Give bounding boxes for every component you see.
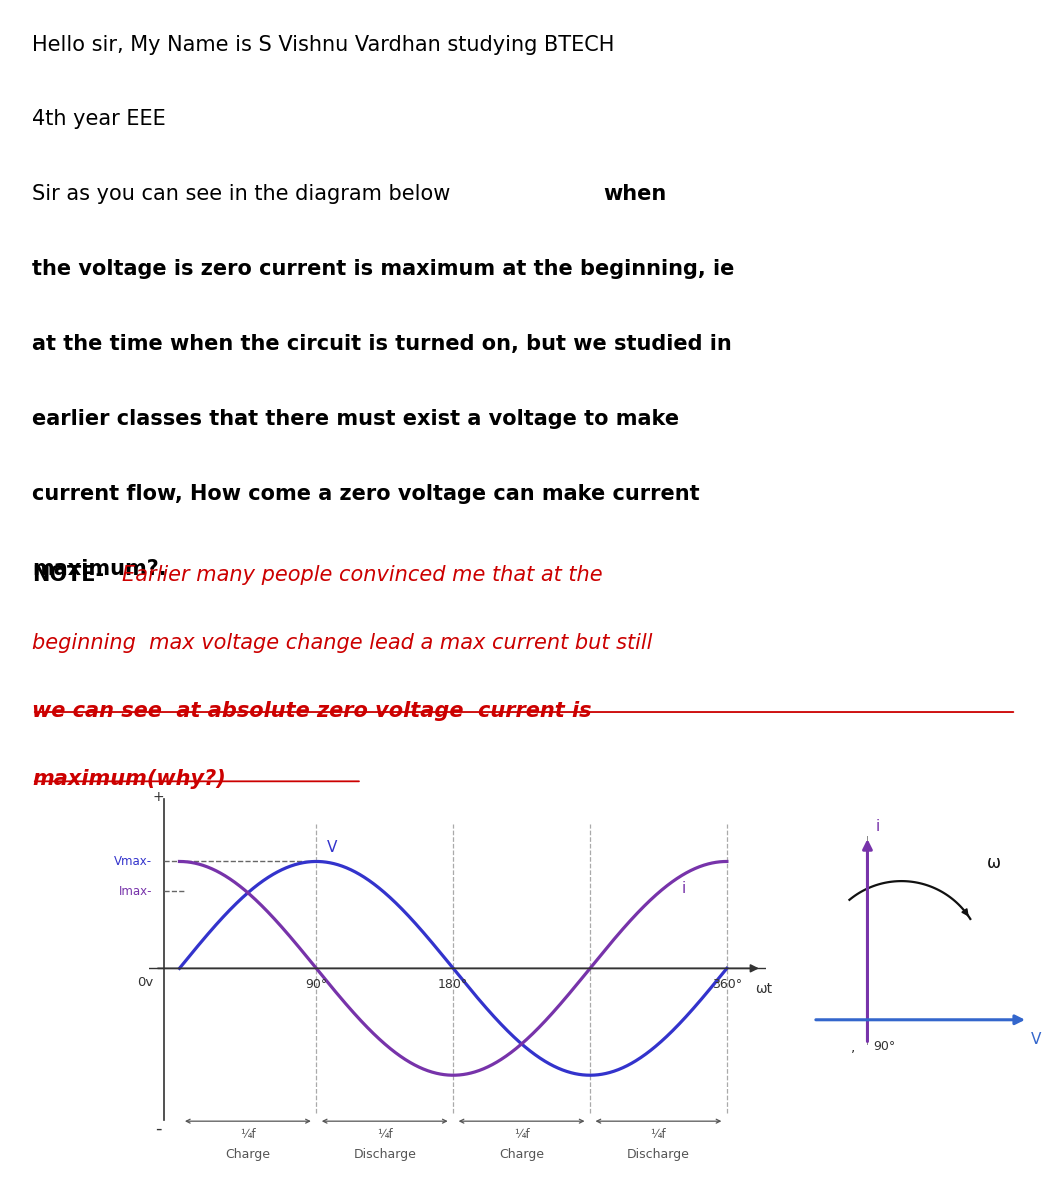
Text: 90°: 90° xyxy=(872,1040,895,1054)
Text: the voltage is zero current is maximum at the beginning, ie: the voltage is zero current is maximum a… xyxy=(32,259,734,280)
Text: 180°: 180° xyxy=(438,978,468,991)
Text: ¼f: ¼f xyxy=(650,1128,666,1140)
Text: Discharge: Discharge xyxy=(353,1148,416,1160)
Text: Hello sir, My Name is S Vishnu Vardhan studying BTECH: Hello sir, My Name is S Vishnu Vardhan s… xyxy=(32,35,614,54)
Text: maximum?.: maximum?. xyxy=(32,559,167,578)
Text: Sir as you can see in the diagram below: Sir as you can see in the diagram below xyxy=(32,185,456,204)
Text: ¼f: ¼f xyxy=(514,1128,530,1140)
Text: Charge: Charge xyxy=(499,1148,544,1160)
Text: ¼f: ¼f xyxy=(377,1128,393,1140)
Text: earlier classes that there must exist a voltage to make: earlier classes that there must exist a … xyxy=(32,409,679,428)
Text: V: V xyxy=(327,840,337,856)
Text: at the time when the circuit is turned on, but we studied in: at the time when the circuit is turned o… xyxy=(32,334,732,354)
Text: we can see  at absolute zero voltage  current is: we can see at absolute zero voltage curr… xyxy=(32,701,592,721)
Text: beginning  max voltage change lead a max current but still: beginning max voltage change lead a max … xyxy=(32,632,652,653)
Text: i: i xyxy=(682,881,686,895)
Text: 360°: 360° xyxy=(712,978,742,991)
Text: +: + xyxy=(153,791,164,804)
Text: -: - xyxy=(155,1120,162,1138)
Text: Charge: Charge xyxy=(226,1148,270,1160)
Text: Imax-: Imax- xyxy=(119,884,152,898)
Text: ,: , xyxy=(851,1040,855,1054)
Text: 0v: 0v xyxy=(137,976,153,989)
Text: maximum(why?): maximum(why?) xyxy=(32,769,226,788)
Text: V: V xyxy=(1031,1032,1041,1048)
Text: ω: ω xyxy=(987,853,1001,871)
Text: when: when xyxy=(603,185,666,204)
Text: i: i xyxy=(876,818,880,834)
Text: 90°: 90° xyxy=(305,978,328,991)
Text: Discharge: Discharge xyxy=(627,1148,689,1160)
Text: ωt: ωt xyxy=(754,983,771,996)
Text: current flow, How come a zero voltage can make current: current flow, How come a zero voltage ca… xyxy=(32,484,699,504)
Text: Earlier many people convinced me that at the: Earlier many people convinced me that at… xyxy=(122,565,603,584)
Text: NOTE-: NOTE- xyxy=(32,565,104,584)
Text: ¼f: ¼f xyxy=(240,1128,255,1140)
Text: 4th year EEE: 4th year EEE xyxy=(32,109,166,130)
Text: Vmax-: Vmax- xyxy=(114,854,152,868)
